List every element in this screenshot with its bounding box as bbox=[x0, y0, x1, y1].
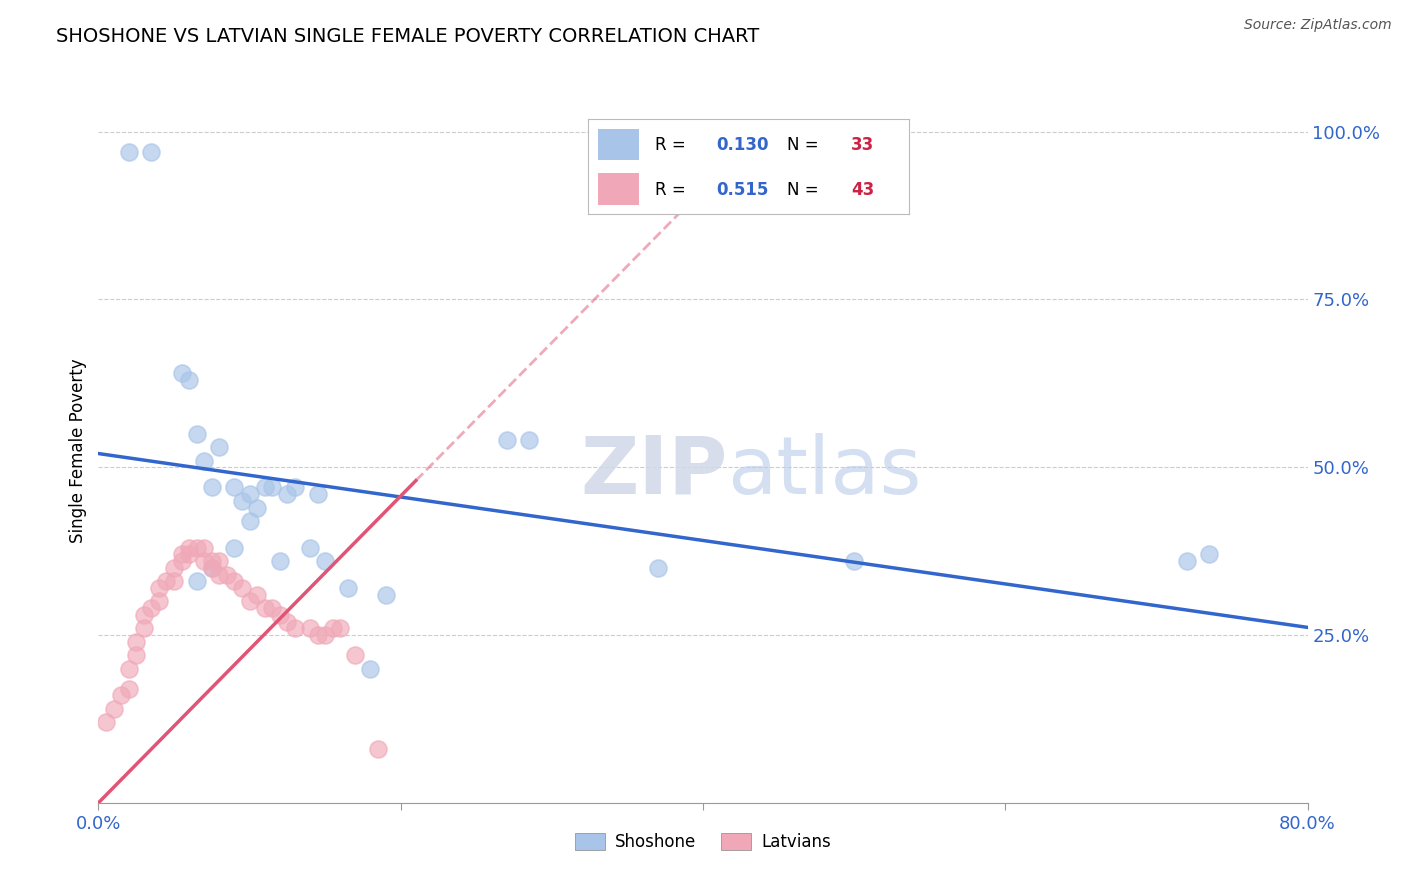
Point bbox=[193, 554, 215, 568]
Point bbox=[170, 366, 193, 380]
Point bbox=[148, 594, 170, 608]
Text: SHOSHONE VS LATVIAN SINGLE FEMALE POVERTY CORRELATION CHART: SHOSHONE VS LATVIAN SINGLE FEMALE POVERT… bbox=[56, 27, 759, 45]
Point bbox=[208, 440, 231, 454]
Point bbox=[360, 662, 382, 676]
Point bbox=[224, 480, 246, 494]
Point bbox=[155, 574, 177, 589]
Point bbox=[239, 487, 262, 501]
Point bbox=[322, 621, 344, 635]
Point bbox=[253, 480, 276, 494]
Point bbox=[201, 480, 224, 494]
Text: atlas: atlas bbox=[727, 433, 921, 510]
Point bbox=[239, 594, 262, 608]
Point bbox=[336, 581, 359, 595]
Point bbox=[1175, 554, 1198, 568]
Point bbox=[118, 662, 141, 676]
Point bbox=[110, 689, 132, 703]
Point bbox=[517, 434, 540, 448]
Point bbox=[299, 541, 322, 555]
Point bbox=[647, 561, 669, 575]
Point bbox=[170, 548, 193, 562]
Point bbox=[844, 554, 866, 568]
Point bbox=[374, 588, 396, 602]
Legend: Shoshone, Latvians: Shoshone, Latvians bbox=[568, 826, 838, 858]
Point bbox=[118, 145, 141, 159]
Point bbox=[141, 145, 163, 159]
Point bbox=[239, 514, 262, 528]
Point bbox=[314, 628, 336, 642]
Point bbox=[246, 588, 269, 602]
Point bbox=[231, 493, 253, 508]
Point bbox=[307, 628, 329, 642]
Point bbox=[495, 434, 517, 448]
Point bbox=[269, 607, 291, 622]
Point bbox=[163, 574, 186, 589]
Point bbox=[224, 541, 246, 555]
Text: Source: ZipAtlas.com: Source: ZipAtlas.com bbox=[1244, 18, 1392, 32]
Point bbox=[208, 554, 231, 568]
Point bbox=[201, 554, 224, 568]
Point bbox=[201, 561, 224, 575]
Point bbox=[201, 561, 224, 575]
Point bbox=[246, 500, 269, 515]
Point bbox=[193, 541, 215, 555]
Point bbox=[148, 581, 170, 595]
Point bbox=[344, 648, 367, 662]
Point bbox=[276, 615, 298, 629]
Point bbox=[193, 453, 215, 467]
Point bbox=[186, 541, 208, 555]
Point bbox=[132, 607, 155, 622]
Point bbox=[276, 487, 298, 501]
Point bbox=[314, 554, 336, 568]
Point bbox=[231, 581, 253, 595]
Point bbox=[186, 574, 208, 589]
Point bbox=[253, 601, 276, 615]
Point bbox=[307, 487, 329, 501]
Point bbox=[284, 621, 307, 635]
Point bbox=[179, 541, 201, 555]
Point bbox=[125, 634, 148, 648]
Point bbox=[125, 648, 148, 662]
Point bbox=[170, 554, 193, 568]
Point bbox=[179, 548, 201, 562]
Point bbox=[94, 715, 117, 730]
Point bbox=[208, 567, 231, 582]
Point bbox=[215, 567, 238, 582]
Point bbox=[262, 601, 284, 615]
Point bbox=[284, 480, 307, 494]
Point bbox=[262, 480, 284, 494]
Point bbox=[1198, 548, 1220, 562]
Point bbox=[367, 742, 389, 756]
Point bbox=[269, 554, 291, 568]
Point bbox=[118, 681, 141, 696]
Point bbox=[186, 426, 208, 441]
Point bbox=[132, 621, 155, 635]
Point bbox=[224, 574, 246, 589]
Point bbox=[103, 702, 125, 716]
Point bbox=[299, 621, 322, 635]
Text: ZIP: ZIP bbox=[579, 433, 727, 510]
Point bbox=[179, 373, 201, 387]
Y-axis label: Single Female Poverty: Single Female Poverty bbox=[69, 359, 87, 542]
Point bbox=[163, 561, 186, 575]
Point bbox=[141, 601, 163, 615]
Point bbox=[329, 621, 352, 635]
